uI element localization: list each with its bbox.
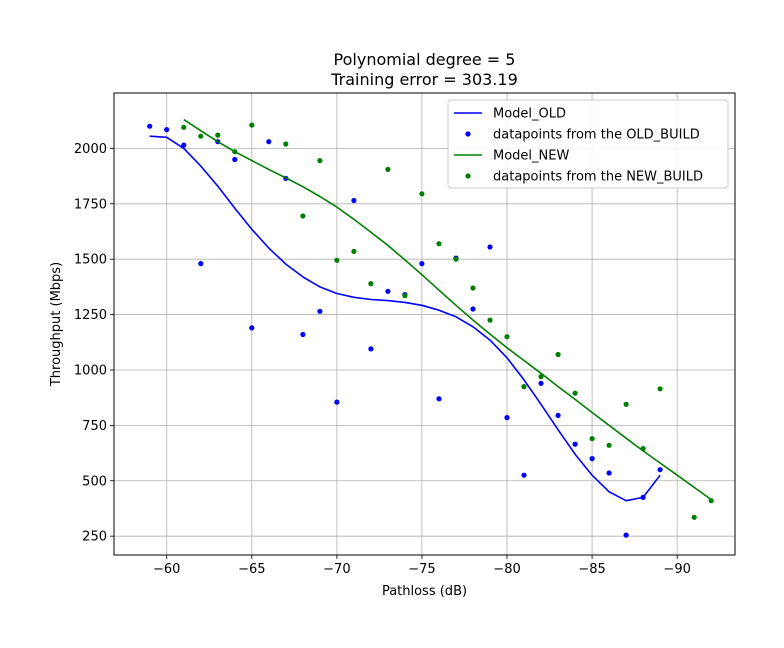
legend-box (447, 99, 729, 189)
x-axis-label: Pathloss (dB) (382, 584, 467, 599)
data-point (504, 334, 510, 340)
y-tick-label: 1000 (74, 363, 107, 378)
data-point (164, 127, 170, 133)
chart-title-line2: Training error = 303.19 (330, 70, 518, 89)
data-point (538, 380, 544, 386)
data-point (181, 142, 187, 148)
data-point (589, 456, 595, 462)
data-point (385, 166, 391, 172)
data-point (521, 472, 527, 478)
data-point (215, 132, 221, 138)
data-point (487, 244, 493, 250)
x-tick-label: −60 (153, 562, 180, 577)
x-tick-label: −85 (578, 562, 605, 577)
legend-label: datapoints from the NEW_BUILD (493, 170, 703, 185)
data-point (198, 133, 204, 139)
data-point (283, 141, 289, 147)
legend-label: Model_OLD (493, 107, 566, 122)
data-point (232, 149, 238, 155)
x-tick-label: −65 (238, 562, 265, 577)
data-point (640, 494, 646, 500)
x-tick-label: −75 (408, 562, 435, 577)
chart-title-line1: Polynomial degree = 5 (334, 50, 516, 69)
data-point (385, 288, 391, 294)
series-line-2 (183, 118, 712, 501)
y-tick-label: 750 (82, 419, 107, 434)
data-point (419, 191, 425, 197)
data-point (436, 241, 442, 247)
series-line-0 (149, 135, 661, 502)
x-tick-label: −70 (323, 562, 350, 577)
data-point (521, 384, 527, 390)
data-point (249, 325, 255, 331)
data-point (368, 346, 374, 352)
data-point (606, 470, 612, 476)
y-tick-label: 1250 (74, 308, 107, 323)
series-layer (147, 118, 714, 538)
data-point (657, 467, 663, 473)
y-tick-label: 2000 (74, 142, 107, 157)
axis-ticks: −60 −65 −70 −75 −80 −85 −90 250 500 750 1000 1250 15… (74, 142, 691, 577)
data-point (453, 256, 459, 262)
x-tick-label: −90 (663, 562, 690, 577)
data-point (538, 374, 544, 380)
data-point (419, 261, 425, 267)
y-tick-label: 1500 (74, 253, 107, 268)
data-point (351, 248, 357, 254)
data-point (640, 446, 646, 452)
data-point (555, 412, 561, 418)
data-point (572, 441, 578, 447)
data-point (623, 532, 629, 538)
data-point (657, 386, 663, 392)
data-point (266, 139, 272, 145)
legend-dot-marker (465, 131, 471, 137)
data-point (589, 436, 595, 442)
data-point (334, 399, 340, 405)
data-point (708, 498, 714, 504)
data-point (198, 261, 204, 267)
data-point (249, 122, 255, 128)
data-point (572, 390, 578, 396)
data-point (317, 158, 323, 164)
data-point (317, 308, 323, 314)
data-point (147, 123, 153, 129)
y-tick-label: 250 (82, 530, 107, 545)
data-point (555, 351, 561, 358)
data-point (351, 197, 357, 204)
data-point (623, 401, 629, 407)
data-point (368, 281, 374, 287)
data-point (300, 331, 306, 338)
data-point (436, 396, 442, 402)
data-point (606, 442, 612, 448)
data-point (402, 293, 408, 299)
data-point (232, 156, 238, 163)
data-point (691, 514, 697, 520)
plot-frame (113, 92, 736, 556)
legend-label: datapoints from the OLD_BUILD (493, 128, 700, 143)
data-point (504, 415, 510, 421)
y-tick-label: 500 (82, 474, 107, 489)
x-tick-label: −80 (493, 562, 520, 577)
data-point (300, 213, 306, 219)
y-tick-label: 1750 (74, 197, 107, 212)
legend-dot-marker (465, 173, 471, 179)
legend: Model_OLD datapoints from the OLD_BUILD Mo… (447, 99, 729, 189)
data-point (487, 317, 493, 323)
data-point (470, 285, 476, 291)
y-axis-label: Throughput (Mbps) (49, 262, 64, 387)
legend-label: Model_NEW (493, 149, 569, 164)
data-point (181, 124, 187, 130)
data-point (470, 306, 476, 312)
data-point (334, 257, 340, 263)
